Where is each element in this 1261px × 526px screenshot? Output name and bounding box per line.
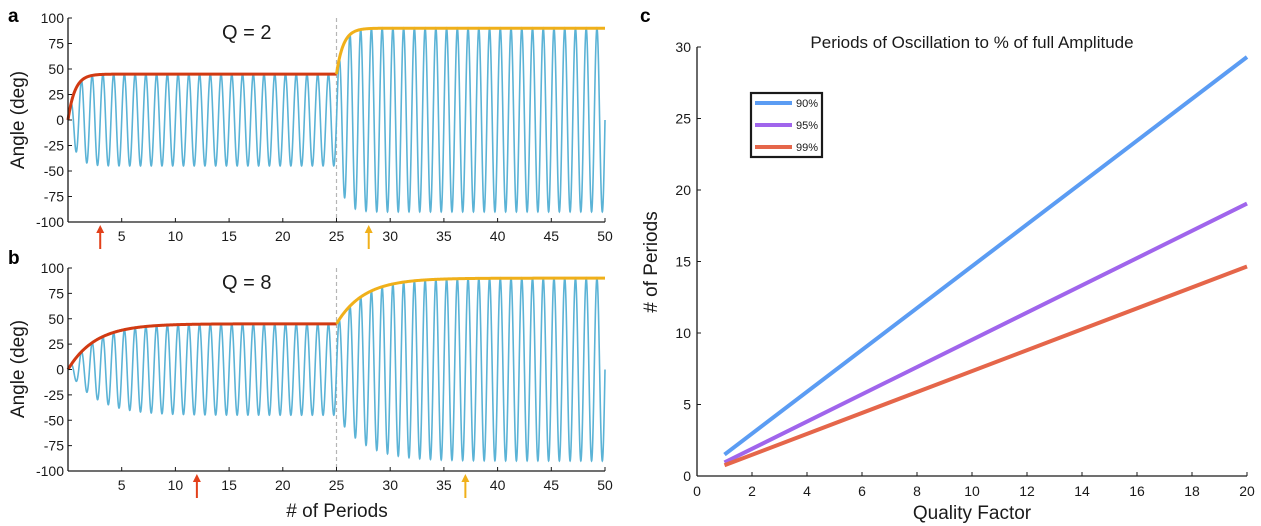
panel-a-q-annotation: Q = 2 <box>222 22 271 44</box>
b-ytick-label: 50 <box>48 311 64 327</box>
b-ytick-label: -75 <box>44 438 64 454</box>
b-envelope-first-line <box>66 322 337 371</box>
panel-c-xlabel: Quality Factor <box>913 503 1032 524</box>
a-ytick-label: -25 <box>44 138 64 154</box>
a-xtick-label: 30 <box>382 228 398 244</box>
a-envelope-first-line <box>66 72 337 121</box>
c-ytick-label: 30 <box>675 39 691 55</box>
c-ytick-label: 10 <box>675 325 691 341</box>
a-ytick-label: 75 <box>48 36 64 52</box>
a-ytick-label: -50 <box>44 163 64 179</box>
c-xtick-label: 16 <box>1129 483 1145 499</box>
a-arrow-first <box>96 225 105 249</box>
panel-a-curves <box>66 18 606 222</box>
panel-b-curves <box>66 268 606 471</box>
a-ytick-label: 100 <box>41 10 65 26</box>
b-xtick-label: 45 <box>544 477 560 493</box>
panel-c-legend: 90% 95% 99% <box>749 91 824 159</box>
panel-a-arrows <box>96 225 373 249</box>
panel-a-axes: 100 75 50 25 0 -25 -50 -75 -100 5 10 15 20 25 30 35 40 45… <box>36 10 613 244</box>
panel-b-ylabel: Angle (deg) <box>8 320 29 418</box>
legend-label-90: 90% <box>796 98 818 110</box>
a-ytick-label: -100 <box>36 214 64 230</box>
b-ytick-label: 25 <box>48 336 64 352</box>
series-line-90 <box>723 55 1249 457</box>
a-xtick-label: 35 <box>436 228 452 244</box>
b-ytick-label: 0 <box>56 362 64 378</box>
panel-c-lines <box>723 55 1249 468</box>
panel-letter-b: b <box>8 248 20 269</box>
a-ytick-label: 0 <box>56 112 64 128</box>
c-xtick-label: 12 <box>1019 483 1035 499</box>
c-xtick-label: 6 <box>858 483 866 499</box>
b-arrow-second <box>461 474 470 498</box>
a-ytick-label: 25 <box>48 87 64 103</box>
a-xtick-label: 25 <box>329 228 345 244</box>
a-xtick-label: 15 <box>221 228 237 244</box>
b-ytick-label: 75 <box>48 285 64 301</box>
a-xtick-label: 40 <box>490 228 506 244</box>
panel-a-ylabel: Angle (deg) <box>8 71 29 169</box>
panel-b-axes: 100 75 50 25 0 -25 -50 -75 -100 5 10 15 20 25 30 35 40 45… <box>36 260 613 493</box>
c-xtick-label: 20 <box>1239 483 1255 499</box>
b-ytick-label: -25 <box>44 387 64 403</box>
c-ytick-label: 0 <box>683 468 691 484</box>
a-xtick-label: 45 <box>544 228 560 244</box>
c-xtick-label: 14 <box>1074 483 1090 499</box>
a-xtick-label: 50 <box>597 228 613 244</box>
panel-b-arrows <box>192 474 470 498</box>
b-xtick-label: 20 <box>275 477 291 493</box>
b-xtick-label: 35 <box>436 477 452 493</box>
c-xtick-label: 10 <box>964 483 980 499</box>
b-xtick-label: 15 <box>221 477 237 493</box>
legend-label-99: 99% <box>796 142 818 154</box>
a-ytick-label: -75 <box>44 189 64 205</box>
panel-c-chart: 0 5 10 15 20 25 30 0 2 4 6 8 10 12 14 16 18 20 Periods of… <box>641 33 1255 524</box>
c-ytick-label: 15 <box>675 254 691 270</box>
b-xtick-label: 5 <box>118 477 126 493</box>
b-ytick-label: -100 <box>36 463 64 479</box>
c-xtick-label: 0 <box>693 483 701 499</box>
c-xtick-label: 8 <box>913 483 921 499</box>
b-ytick-label: -50 <box>44 412 64 428</box>
a-arrow-second <box>364 225 373 249</box>
c-xtick-label: 2 <box>748 483 756 499</box>
b-xtick-label: 30 <box>382 477 398 493</box>
b-xtick-label: 50 <box>597 477 613 493</box>
panel-letter-c: c <box>640 6 651 27</box>
panel-letter-a: a <box>8 6 19 27</box>
b-envelope-second-line <box>335 276 605 325</box>
a-ytick-label: 50 <box>48 61 64 77</box>
c-ytick-label: 25 <box>675 111 691 127</box>
legend-label-95: 95% <box>796 120 818 132</box>
c-ytick-label: 20 <box>675 182 691 198</box>
b-ytick-label: 100 <box>41 260 65 276</box>
a-oscillation-line <box>67 26 606 214</box>
series-line-95 <box>723 201 1248 465</box>
b-xtick-label: 40 <box>490 477 506 493</box>
a-xtick-label: 20 <box>275 228 291 244</box>
panel-c-ylabel: # of Periods <box>641 211 662 312</box>
a-xtick-label: 5 <box>118 228 126 244</box>
c-xtick-label: 18 <box>1184 483 1200 499</box>
panel-b-chart: 100 75 50 25 0 -25 -50 -75 -100 5 10 15 20 25 30 35 40 45… <box>8 260 613 522</box>
b-oscillation-line <box>67 276 606 463</box>
a-envelope-second-line <box>335 26 605 75</box>
c-ytick-label: 5 <box>683 397 691 413</box>
panel-a-chart: 100 75 50 25 0 -25 -50 -75 -100 5 10 15 20 25 30 35 40 45… <box>8 10 613 249</box>
panel-c-axes: 0 5 10 15 20 25 30 0 2 4 6 8 10 12 14 16 18 20 <box>675 39 1255 499</box>
b-xtick-label: 25 <box>329 477 345 493</box>
a-xtick-label: 10 <box>168 228 184 244</box>
panel-b-q-annotation: Q = 8 <box>222 272 271 294</box>
panel-b-xlabel: # of Periods <box>286 501 387 522</box>
b-xtick-label: 10 <box>168 477 184 493</box>
series-line-99 <box>723 264 1248 468</box>
panel-c-title: Periods of Oscillation to % of full Ampl… <box>810 33 1133 52</box>
b-arrow-first <box>192 474 201 498</box>
c-xtick-label: 4 <box>803 483 811 499</box>
